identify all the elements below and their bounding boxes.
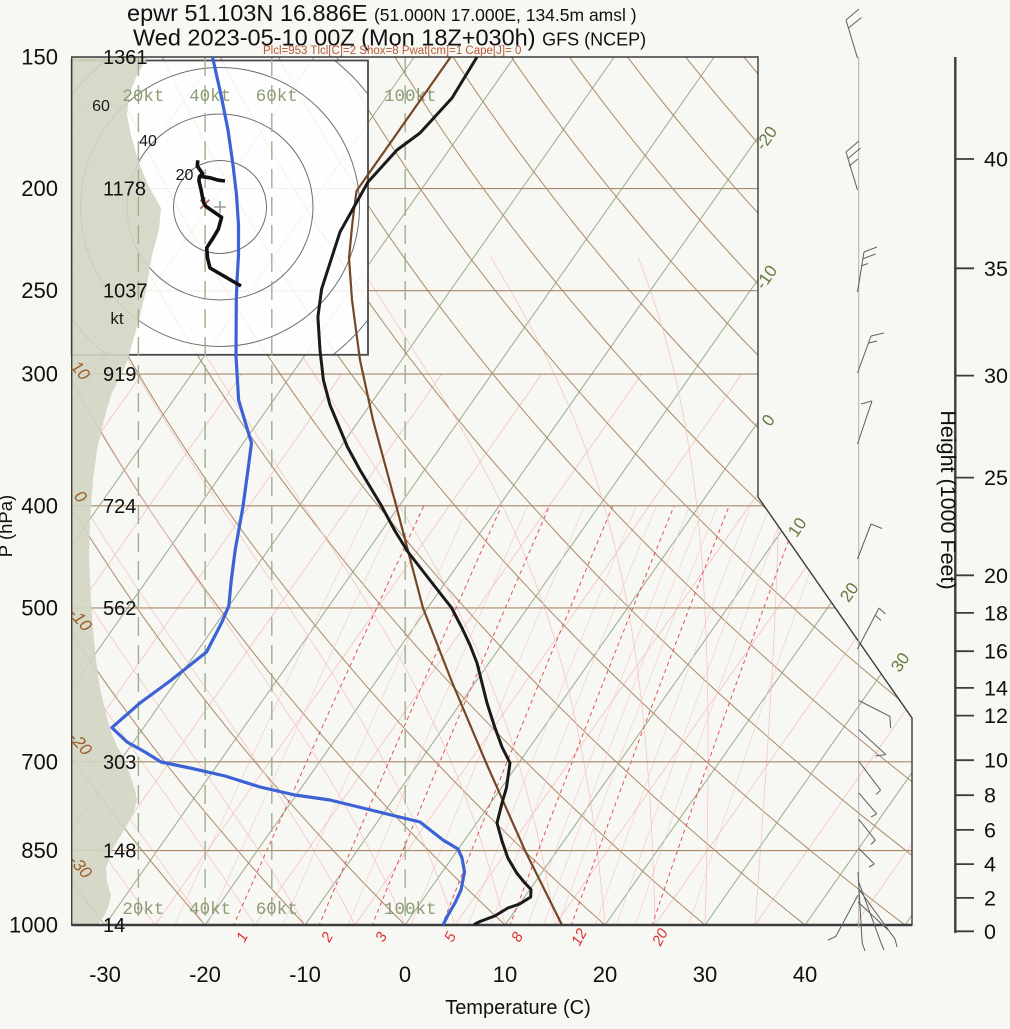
svg-text:20kt: 20kt xyxy=(122,900,164,920)
svg-text:4: 4 xyxy=(984,853,996,877)
svg-text:150: 150 xyxy=(21,45,58,70)
svg-text:20: 20 xyxy=(984,564,1008,588)
svg-text:Plcl=953 Tlcl[C]=2 Shox=8 Pwat: Plcl=953 Tlcl[C]=2 Shox=8 Pwat[cm]=1 Cap… xyxy=(263,45,521,57)
svg-text:Temperature (C): Temperature (C) xyxy=(445,997,591,1019)
svg-text:40: 40 xyxy=(139,133,157,150)
svg-text:Height (1000 Feet): Height (1000 Feet) xyxy=(936,410,960,589)
svg-text:850: 850 xyxy=(21,838,58,863)
svg-text:400: 400 xyxy=(21,493,58,518)
svg-text:-20: -20 xyxy=(189,962,221,987)
svg-text:200: 200 xyxy=(21,176,58,201)
svg-text:-10: -10 xyxy=(289,962,321,987)
svg-text:562: 562 xyxy=(103,598,136,620)
svg-text:100kt: 100kt xyxy=(384,87,437,107)
svg-text:30: 30 xyxy=(984,364,1008,388)
svg-text:300: 300 xyxy=(21,362,58,387)
svg-text:40kt: 40kt xyxy=(189,87,231,107)
svg-text:12: 12 xyxy=(568,925,591,948)
svg-text:epwr 51.103N 16.886E (51.000N: epwr 51.103N 16.886E (51.000N 17.000E, 1… xyxy=(127,0,637,26)
svg-text:14: 14 xyxy=(984,676,1008,700)
svg-text:2: 2 xyxy=(984,886,996,910)
svg-text:0: 0 xyxy=(984,920,996,944)
svg-text:10: 10 xyxy=(984,749,1008,773)
svg-text:P (hPa): P (hPa) xyxy=(0,495,16,557)
svg-text:919: 919 xyxy=(103,364,136,386)
svg-text:kt: kt xyxy=(110,309,124,328)
svg-text:14: 14 xyxy=(103,915,125,937)
svg-text:100kt: 100kt xyxy=(384,900,437,920)
svg-text:8: 8 xyxy=(984,784,996,808)
svg-text:25: 25 xyxy=(984,466,1008,490)
svg-text:18: 18 xyxy=(984,601,1008,625)
svg-text:35: 35 xyxy=(984,257,1008,281)
svg-text:148: 148 xyxy=(103,841,136,863)
svg-text:-30: -30 xyxy=(89,962,121,987)
svg-text:60kt: 60kt xyxy=(256,900,298,920)
svg-text:Wed 2023-05-10 00Z (Mon 18Z+03: Wed 2023-05-10 00Z (Mon 18Z+030h) GFS (N… xyxy=(133,25,646,51)
svg-text:20: 20 xyxy=(649,925,673,949)
svg-text:1178: 1178 xyxy=(103,179,146,201)
svg-text:30: 30 xyxy=(693,962,717,987)
svg-text:20kt: 20kt xyxy=(122,87,164,107)
svg-text:1000: 1000 xyxy=(9,913,58,938)
svg-text:40: 40 xyxy=(793,962,817,987)
svg-text:1361: 1361 xyxy=(103,47,148,69)
svg-text:6: 6 xyxy=(984,818,996,842)
svg-text:0: 0 xyxy=(399,962,411,987)
svg-text:724: 724 xyxy=(103,496,136,518)
svg-text:60: 60 xyxy=(92,98,110,115)
svg-text:10: 10 xyxy=(493,962,517,987)
svg-text:40kt: 40kt xyxy=(189,900,231,920)
svg-text:12: 12 xyxy=(984,704,1008,728)
svg-text:20: 20 xyxy=(176,167,194,184)
svg-text:303: 303 xyxy=(103,752,136,774)
svg-text:700: 700 xyxy=(21,749,58,774)
svg-text:1037: 1037 xyxy=(103,281,148,303)
svg-text:20: 20 xyxy=(593,962,617,987)
svg-text:500: 500 xyxy=(21,595,58,620)
svg-text:250: 250 xyxy=(21,278,58,303)
svg-text:16: 16 xyxy=(984,640,1008,664)
svg-text:40: 40 xyxy=(984,148,1008,172)
svg-text:60kt: 60kt xyxy=(256,87,298,107)
